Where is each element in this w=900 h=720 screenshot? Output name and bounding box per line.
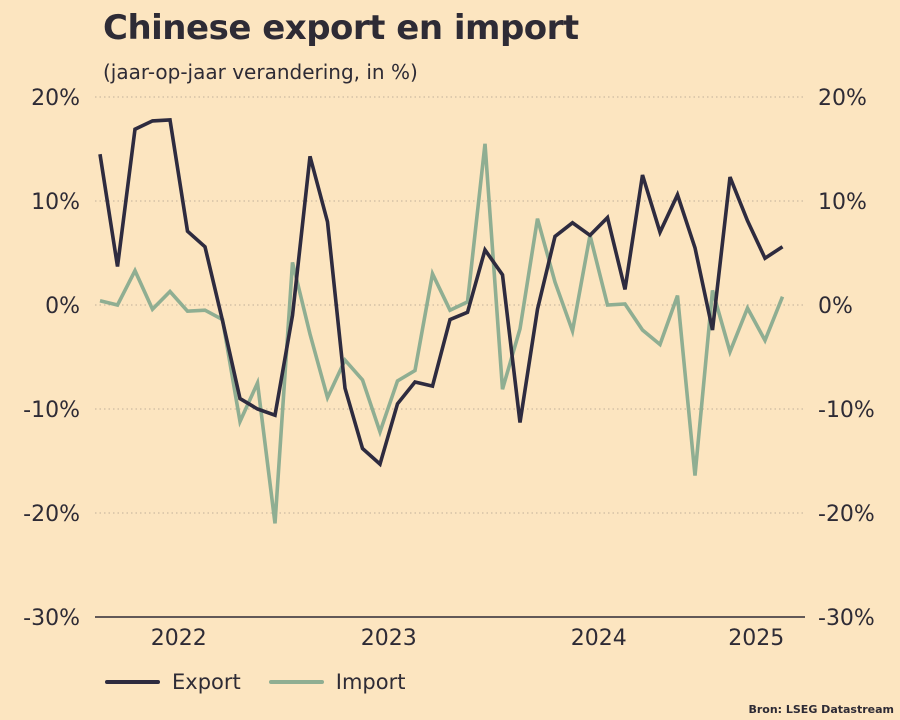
x-axis: 2022 2023 2024 2025: [151, 626, 785, 651]
y-tick-label-right: -30%: [818, 606, 875, 631]
chart-title: Chinese export en import: [103, 8, 579, 48]
y-tick-label-right: -20%: [818, 502, 875, 527]
y-tick-label-left: -30%: [23, 606, 80, 631]
y-tick-label-right: -10%: [818, 398, 875, 423]
chart-subtitle: (jaar-op-jaar verandering, in %): [103, 60, 418, 84]
y-tick-label-left: 10%: [31, 190, 80, 215]
legend-item-export: Export: [105, 670, 241, 694]
y-tick-label-left: -20%: [23, 502, 80, 527]
y-tick-label-left: 0%: [45, 294, 80, 319]
y-axis-left: 20% 10% 0% -10% -20% -30%: [23, 86, 80, 631]
legend: Export Import: [105, 670, 405, 694]
x-tick-label: 2022: [151, 626, 207, 651]
y-tick-label-left: 20%: [31, 86, 80, 111]
legend-swatch-export: [105, 680, 160, 684]
y-axis-right: 20% 10% 0% -10% -20% -30%: [818, 86, 875, 631]
legend-item-import: Import: [268, 670, 406, 694]
source-note: Bron: LSEG Datastream: [748, 703, 894, 716]
y-tick-label-right: 0%: [818, 294, 853, 319]
y-tick-label-left: -10%: [23, 398, 80, 423]
x-tick-label: 2025: [728, 626, 784, 651]
y-tick-label-right: 10%: [818, 190, 867, 215]
series-line-export: [98, 118, 784, 468]
series-line-import: [99, 143, 785, 524]
series-lines: [98, 118, 785, 524]
legend-label-export: Export: [172, 670, 241, 694]
x-tick-label: 2024: [571, 626, 627, 651]
x-tick-label: 2023: [361, 626, 417, 651]
legend-swatch-import: [268, 680, 324, 684]
y-tick-label-right: 20%: [818, 86, 867, 111]
gridlines: [95, 96, 805, 514]
legend-label-import: Import: [335, 670, 406, 694]
